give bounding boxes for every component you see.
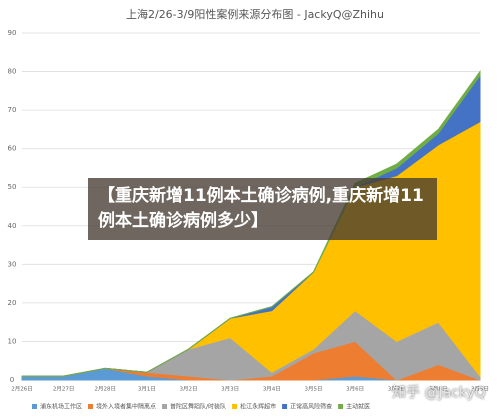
watermark: 知乎 @JackyQ [392, 385, 486, 401]
y-tick-label: 10 [8, 337, 17, 345]
legend-swatch [338, 404, 344, 409]
x-tick-label: 3月2日 [180, 386, 198, 393]
legend-label: 境外入境者集中隔离点 [96, 403, 156, 411]
x-tick-label: 3月6日 [346, 386, 364, 393]
x-tick-label: 3月3日 [221, 386, 239, 393]
legend-label: 正常高风险筛查 [290, 403, 332, 411]
y-tick-label: 30 [8, 260, 17, 268]
x-tick-label: 2月27日 [53, 386, 75, 393]
legend-swatch [162, 404, 168, 409]
y-tick-label: 90 [8, 29, 17, 37]
y-tick-label: 80 [8, 68, 17, 76]
banner: 【重庆新增11例本土确诊病例,重庆新增11例本土确诊病例多少】 [88, 178, 437, 240]
y-tick-label: 20 [8, 299, 17, 307]
legend-label: 普陀区舞蹈队/时装队 [170, 403, 226, 411]
x-tick-label: 2月28日 [95, 386, 117, 393]
x-tick-label: 3月7日 [388, 386, 406, 393]
x-tick-label: 2月26日 [11, 386, 33, 393]
y-tick-label: 50 [8, 183, 17, 191]
chart-title: 上海2/26-3/9阳性案例来源分布图 - JackyQ@Zhihu [126, 7, 384, 21]
legend-swatch [232, 404, 238, 409]
x-tick-label: 3月8日 [429, 386, 447, 393]
y-tick-label: 40 [8, 222, 17, 230]
legend-label: 主动就医 [346, 403, 370, 411]
legend-label: 浦东机场工作区 [40, 403, 82, 411]
x-tick-label: 3月9日 [471, 386, 489, 393]
y-tick-label: 0 [10, 376, 14, 384]
x-tick-label: 3月1日 [138, 386, 156, 393]
legend-swatch [88, 404, 94, 409]
x-tick-label: 3月5日 [304, 386, 322, 393]
y-tick-label: 60 [8, 145, 17, 153]
area [22, 70, 481, 377]
legend-label: 松江永辉超市 [240, 403, 276, 411]
x-tick-label: 3月4日 [263, 386, 281, 393]
legend-swatch [32, 404, 37, 409]
y-tick-label: 70 [8, 106, 17, 114]
legend-swatch [282, 404, 288, 409]
